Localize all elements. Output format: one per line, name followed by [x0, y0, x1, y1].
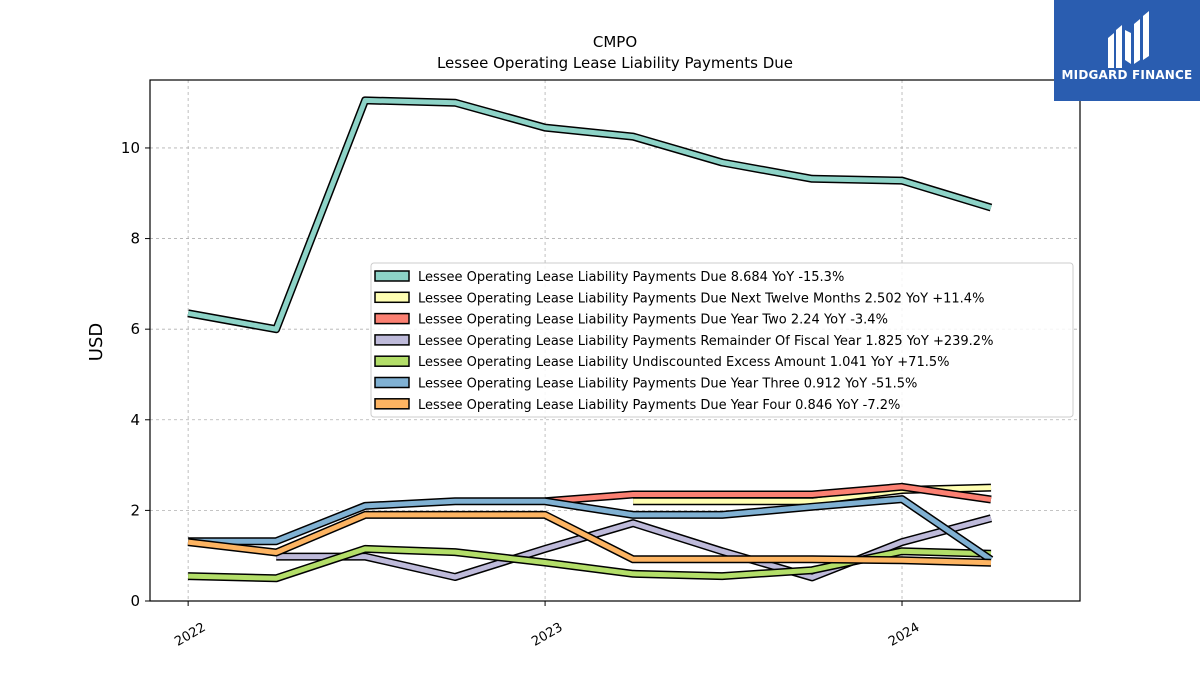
brand-logo: MIDGARD FINANCE — [1054, 0, 1200, 101]
legend-label: Lessee Operating Lease Liability Payment… — [418, 398, 900, 413]
legend-swatch — [374, 398, 410, 410]
legend-label: Lessee Operating Lease Liability Payment… — [418, 291, 984, 306]
legend-label: Lessee Operating Lease Liability Payment… — [418, 377, 917, 392]
y-tick-label: 8 — [130, 230, 140, 248]
y-tick-label: 6 — [130, 320, 140, 338]
y-tick-label: 10 — [121, 139, 140, 157]
x-tick-label: 2023 — [529, 620, 565, 650]
chart-title: CMPO — [593, 33, 637, 51]
legend-label: Lessee Operating Lease Liability Payment… — [418, 270, 844, 285]
series-line — [188, 496, 993, 562]
legend-label: Lessee Operating Lease Liability Payment… — [418, 334, 993, 349]
logo-mark-icon — [1108, 11, 1149, 68]
series-line — [187, 97, 992, 332]
legend-swatch — [374, 334, 410, 346]
chart-subtitle: Lessee Operating Lease Liability Payment… — [437, 54, 793, 72]
x-tick-label: 2022 — [172, 620, 208, 650]
x-ticks: 2022 2023 2024 — [172, 601, 922, 650]
x-tick-label: 2024 — [886, 620, 922, 650]
y-tick-label: 2 — [130, 501, 140, 519]
legend: Lessee Operating Lease Liability Payment… — [370, 262, 1074, 418]
y-axis-label: USD — [86, 323, 107, 361]
legend-swatch — [374, 355, 410, 367]
legend-swatch — [374, 312, 410, 325]
legend-box — [370, 262, 1074, 418]
legend-label: Lessee Operating Lease Liability Undisco… — [418, 355, 949, 370]
legend-swatch — [374, 376, 410, 389]
plot-frame — [149, 79, 1081, 602]
y-tick-label: 0 — [130, 592, 140, 610]
plot-lines — [187, 96, 994, 583]
legend-label: Lessee Operating Lease Liability Payment… — [418, 313, 888, 328]
legend-swatch — [374, 291, 410, 304]
y-ticks: 0 2 4 6 8 10 — [121, 139, 150, 610]
series-line — [544, 484, 992, 504]
logo-text: MIDGARD FINANCE — [1061, 68, 1193, 82]
legend-swatch — [374, 270, 410, 282]
y-tick-label: 4 — [130, 411, 140, 429]
series-line — [187, 512, 992, 566]
